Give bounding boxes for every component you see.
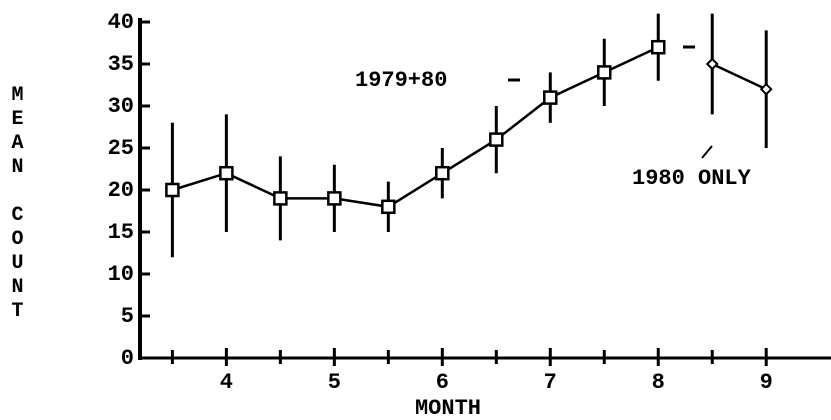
y-tick-label: 5 [121,304,134,329]
x-axis-label: MONTH [415,396,481,420]
y-tick-label: 10 [108,262,134,287]
x-tick-label: 9 [760,370,773,395]
series-line [172,46,659,209]
marker [543,90,558,105]
marker [165,182,180,198]
legend-label: 1980 ONLY [632,166,752,191]
x-tick-label: 8 [652,370,665,395]
y-tick-label: 0 [121,346,134,371]
marker [435,165,450,181]
marker [219,165,234,181]
marker [381,199,396,215]
x-tick-label: 5 [328,370,341,395]
y-axis-label: MEAN COUNT [6,84,29,324]
marker [651,39,666,55]
y-tick-label: 40 [108,10,134,35]
x-tick-label: 4 [220,370,233,395]
legend-pointer [701,145,713,159]
marker [705,57,719,71]
marker [273,191,288,206]
legend-label: 1979+80 [355,68,447,93]
marker [759,82,773,96]
y-tick-label: 20 [108,178,134,203]
y-tick-label: 25 [108,136,134,161]
y-tick-label: 30 [108,94,134,119]
marker [327,191,342,206]
marker [597,65,612,80]
y-tick-label: 35 [108,52,134,77]
x-tick-label: 6 [436,370,449,395]
x-tick-label: 7 [544,370,557,395]
marker [489,132,504,147]
y-tick-label: 15 [108,220,134,245]
series-line [711,62,767,91]
